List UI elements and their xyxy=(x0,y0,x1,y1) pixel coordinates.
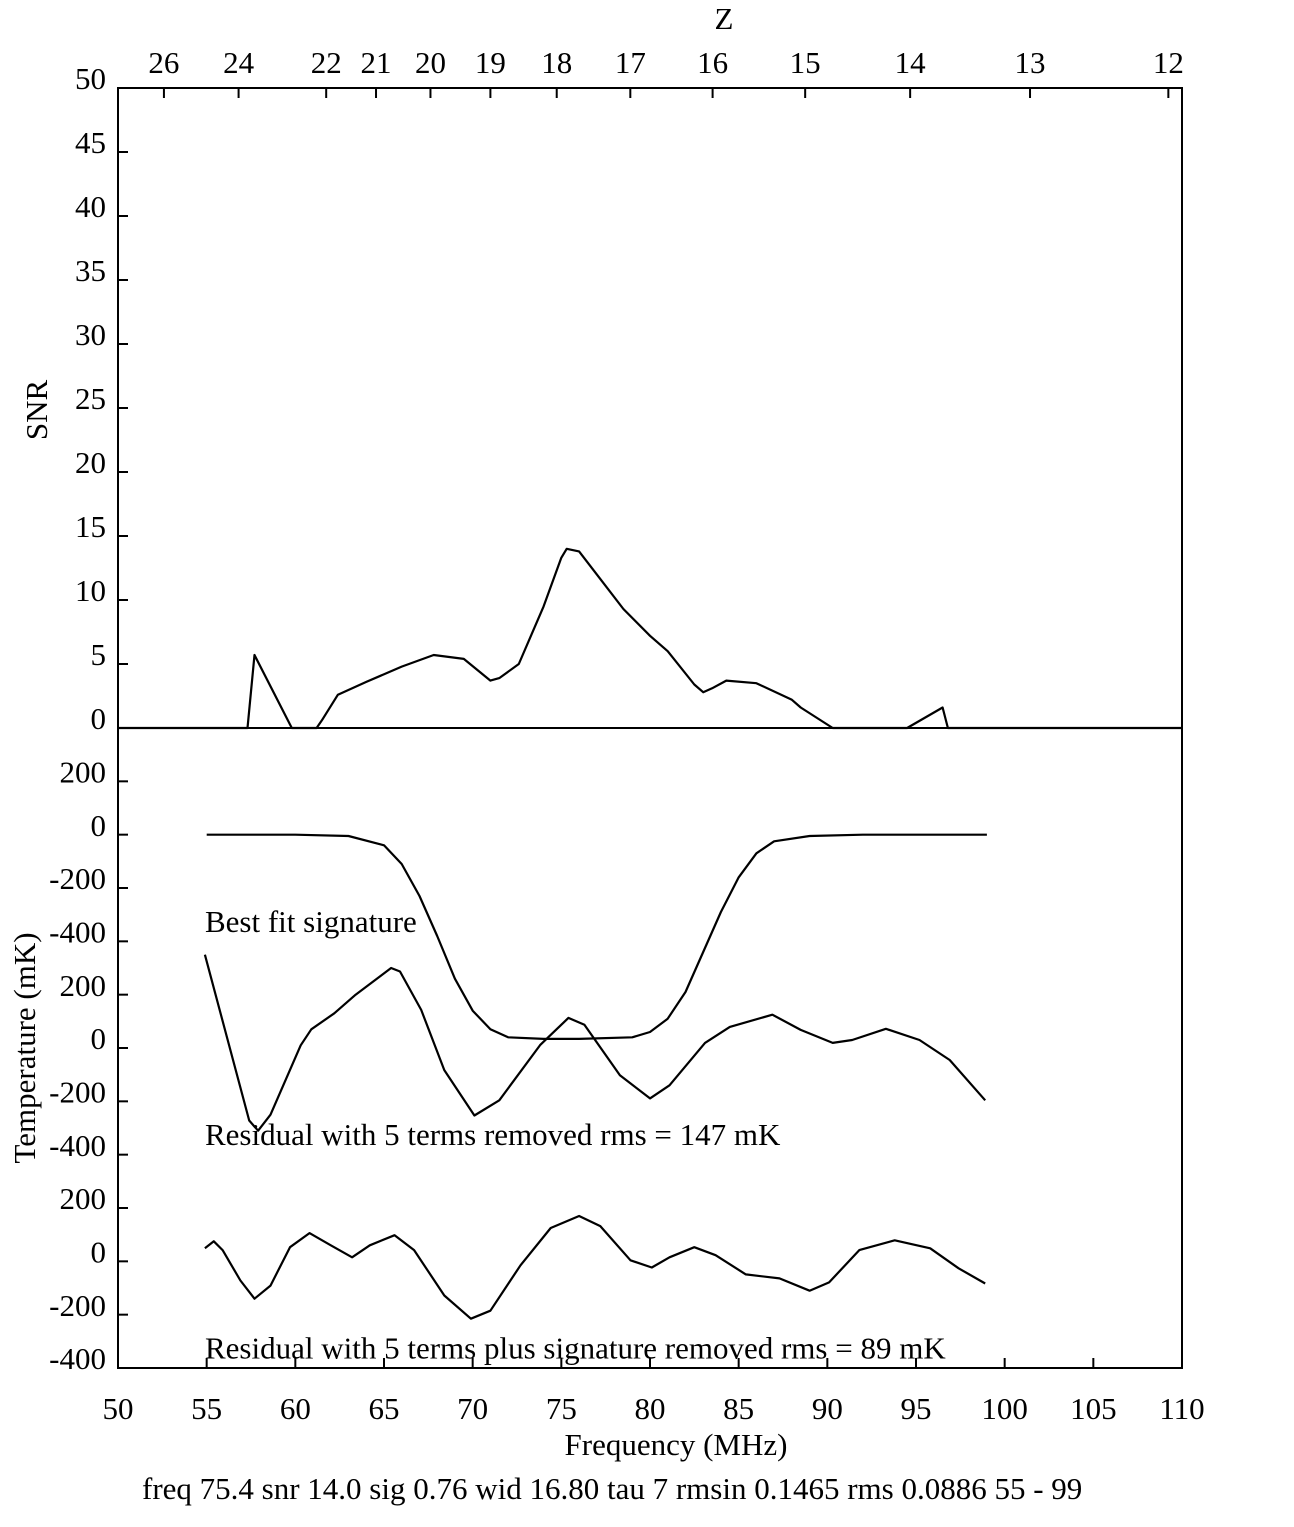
top-axis-title: Z xyxy=(715,1,734,36)
y-tick-label: 45 xyxy=(75,125,106,160)
top-tick-label: 21 xyxy=(361,45,392,80)
top-tick-label: 18 xyxy=(541,45,572,80)
y-tick-label: -400 xyxy=(49,914,106,949)
top-tick-label: 22 xyxy=(311,45,342,80)
y-tick-label: 200 xyxy=(60,754,107,789)
y-tick-label: -400 xyxy=(49,1128,106,1163)
data-line xyxy=(203,954,987,1132)
top-tick-label: 13 xyxy=(1015,45,1046,80)
top-tick-label: 20 xyxy=(415,45,446,80)
top-tick-label: 17 xyxy=(615,45,646,80)
x-tick-label: 65 xyxy=(369,1391,400,1426)
x-tick-label: 90 xyxy=(812,1391,843,1426)
curve-label: Residual with 5 terms plus signature rem… xyxy=(205,1330,946,1365)
top-tick-label: 14 xyxy=(895,45,927,80)
x-tick-label: 110 xyxy=(1159,1391,1204,1426)
y-tick-label: -200 xyxy=(49,1288,106,1323)
x-tick-label: 80 xyxy=(635,1391,666,1426)
top-tick-label: 15 xyxy=(790,45,821,80)
x-tick-label: 55 xyxy=(191,1391,222,1426)
x-tick-label: 85 xyxy=(723,1391,754,1426)
y-tick-label: 0 xyxy=(91,1234,107,1269)
y-tick-label: 200 xyxy=(60,1181,107,1216)
y-tick-label: 50 xyxy=(75,61,106,96)
top-tick-label: 19 xyxy=(475,45,506,80)
y-tick-label: -400 xyxy=(49,1341,106,1376)
x-tick-label: 60 xyxy=(280,1391,311,1426)
y-tick-label: 5 xyxy=(91,637,107,672)
top-tick-label: 26 xyxy=(148,45,179,80)
data-line xyxy=(118,547,1182,730)
y-tick-label: 40 xyxy=(75,189,106,224)
curve-label: Best fit signature xyxy=(205,904,417,939)
curve-label: Residual with 5 terms removed rms = 147 … xyxy=(205,1117,781,1152)
data-line xyxy=(206,833,987,1040)
y-tick-label: 10 xyxy=(75,573,106,608)
y-axis-title: SNR xyxy=(19,380,54,441)
y-tick-label: 0 xyxy=(91,1021,107,1056)
top-tick-label: 24 xyxy=(223,45,255,80)
y-tick-label: 200 xyxy=(60,968,107,1003)
y-tick-label: 0 xyxy=(91,808,107,843)
y-tick-label: -200 xyxy=(49,1074,106,1109)
top-tick-label: 16 xyxy=(697,45,728,80)
x-tick-label: 105 xyxy=(1070,1391,1117,1426)
x-tick-label: 50 xyxy=(103,1391,134,1426)
data-line xyxy=(204,1214,986,1320)
y-tick-label: 30 xyxy=(75,317,106,352)
x-tick-label: 95 xyxy=(901,1391,932,1426)
x-tick-label: 75 xyxy=(546,1391,577,1426)
y-tick-label: -200 xyxy=(49,861,106,896)
x-axis-title: Frequency (MHz) xyxy=(565,1427,788,1462)
y-tick-label: 20 xyxy=(75,445,106,480)
footer-note: freq 75.4 snr 14.0 sig 0.76 wid 16.80 ta… xyxy=(142,1471,1082,1506)
y-tick-label: 15 xyxy=(75,509,106,544)
top-tick-label: 12 xyxy=(1153,45,1184,80)
y-tick-label: 0 xyxy=(91,701,107,736)
y-axis-title: Temperature (mK) xyxy=(7,932,42,1163)
x-tick-label: 100 xyxy=(981,1391,1028,1426)
y-tick-label: 25 xyxy=(75,381,106,416)
x-tick-label: 70 xyxy=(457,1391,488,1426)
y-tick-label: 35 xyxy=(75,253,106,288)
